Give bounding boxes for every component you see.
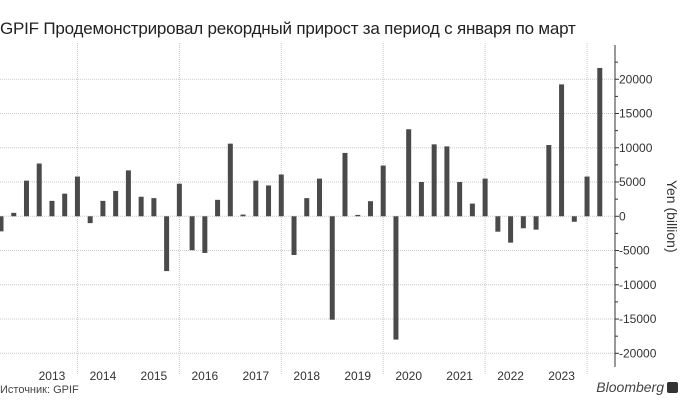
- chart-title: GPIF Продемонстрировал рекордный прирост…: [0, 19, 576, 38]
- bar: [100, 200, 106, 217]
- bar: [304, 198, 310, 217]
- bar: [253, 180, 259, 217]
- bar: [329, 216, 335, 320]
- y-axis-label: Yen (billion): [664, 180, 680, 253]
- bar: [482, 178, 488, 217]
- x-tick-label: 2019: [344, 369, 371, 383]
- bar: [240, 214, 246, 217]
- x-tick-label: 2014: [90, 369, 117, 383]
- bar: [11, 212, 17, 217]
- x-tick-label: 2013: [39, 369, 66, 383]
- bar: [597, 67, 603, 217]
- bar: [125, 170, 131, 217]
- bar: [176, 183, 182, 217]
- y-tick-label: -15000: [619, 312, 657, 326]
- bloomberg-logo: Bloomberg: [596, 379, 678, 395]
- x-tick-label: 2015: [141, 369, 168, 383]
- bar: [418, 182, 424, 217]
- bar: [571, 216, 577, 222]
- y-tick-label: 10000: [619, 141, 653, 155]
- bar: [49, 200, 55, 217]
- y-tick-label: 15000: [619, 107, 653, 121]
- y-tick-label: -10000: [619, 278, 657, 292]
- bar: [393, 216, 399, 340]
- x-tick-label: 2017: [242, 369, 269, 383]
- bar: [215, 199, 221, 217]
- bar: [533, 216, 539, 230]
- bar: [508, 216, 514, 243]
- x-tick-label: 2016: [191, 369, 218, 383]
- bar: [367, 201, 373, 217]
- bar: [469, 203, 475, 217]
- bar: [87, 216, 93, 224]
- x-tick-label: 2020: [395, 369, 422, 383]
- x-tick-label: 2021: [446, 369, 473, 383]
- bar: [23, 180, 29, 217]
- y-tick-label: -20000: [619, 346, 657, 360]
- y-tick-label: 0: [619, 209, 626, 223]
- bar: [202, 216, 208, 253]
- bar: [266, 185, 272, 217]
- bar: [431, 144, 437, 217]
- bar: [74, 176, 80, 217]
- bar: [62, 193, 68, 217]
- bar: [457, 182, 463, 217]
- bar: [278, 174, 284, 217]
- brand-text: Bloomberg: [596, 379, 664, 395]
- bar: [189, 216, 195, 251]
- bar: [584, 176, 590, 217]
- bar: [342, 152, 348, 217]
- x-tick-label: 2022: [497, 369, 524, 383]
- bar: [559, 84, 565, 217]
- bar: [355, 214, 361, 217]
- bar: [406, 129, 412, 217]
- bar: [138, 196, 144, 217]
- bar: [227, 143, 233, 217]
- y-tick-label: 5000: [619, 175, 646, 189]
- bar: [520, 216, 526, 229]
- x-tick-label: 2023: [548, 369, 575, 383]
- bar: [546, 145, 552, 217]
- bar: [444, 146, 450, 217]
- bar: [164, 216, 170, 272]
- bar: [317, 178, 322, 217]
- source-note: Источник: GPIF: [0, 384, 79, 396]
- bar: [291, 216, 297, 255]
- bar: [495, 216, 501, 232]
- bar: [36, 163, 42, 217]
- bloomberg-icon: [667, 381, 678, 393]
- bar: [151, 198, 157, 217]
- y-tick-label: 20000: [619, 72, 653, 86]
- x-tick-label: 2018: [293, 369, 320, 383]
- bar: [0, 216, 4, 232]
- y-tick-label: -5000: [619, 244, 650, 258]
- bar: [380, 165, 386, 217]
- bar: [113, 190, 119, 217]
